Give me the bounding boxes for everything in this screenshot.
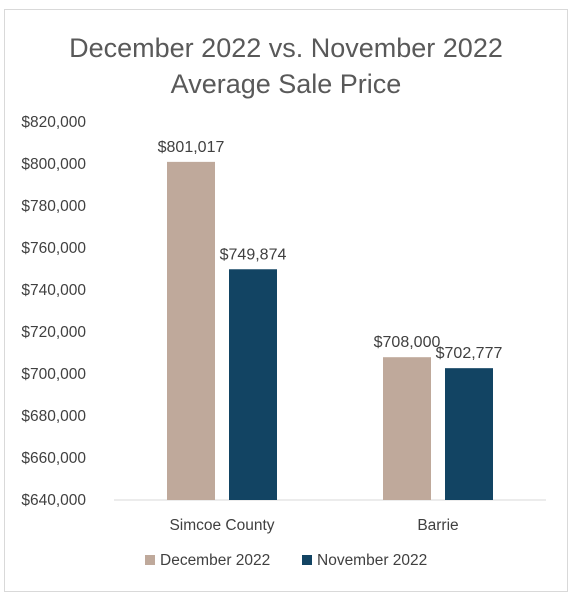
data-label: $702,777 [436, 345, 503, 362]
y-tick-label: $640,000 [21, 492, 86, 509]
bar [383, 357, 431, 500]
y-tick-label: $780,000 [21, 198, 86, 215]
y-tick-label: $760,000 [21, 240, 86, 257]
legend-label: November 2022 [317, 552, 427, 569]
x-category-label: Simcoe County [169, 517, 274, 534]
legend-label: December 2022 [160, 552, 270, 569]
y-tick-label: $720,000 [21, 324, 86, 341]
legend-swatch [302, 555, 312, 565]
x-category-label: Barrie [417, 517, 458, 534]
chart-title-line-2: Average Sale Price [170, 69, 402, 99]
y-tick-label: $820,000 [21, 114, 86, 131]
y-tick-label: $740,000 [21, 282, 86, 299]
bar [229, 269, 277, 500]
y-tick-label: $660,000 [21, 450, 86, 467]
bar [167, 161, 215, 500]
chart-title-line-1: December 2022 vs. November 2022 [69, 33, 503, 63]
y-tick-label: $800,000 [21, 156, 86, 173]
legend-swatch [145, 555, 155, 565]
y-tick-label: $680,000 [21, 408, 86, 425]
bar [445, 368, 493, 500]
data-label: $749,874 [220, 246, 287, 263]
data-label: $708,000 [374, 334, 441, 351]
data-label: $801,017 [158, 139, 225, 156]
y-tick-label: $700,000 [21, 366, 86, 383]
